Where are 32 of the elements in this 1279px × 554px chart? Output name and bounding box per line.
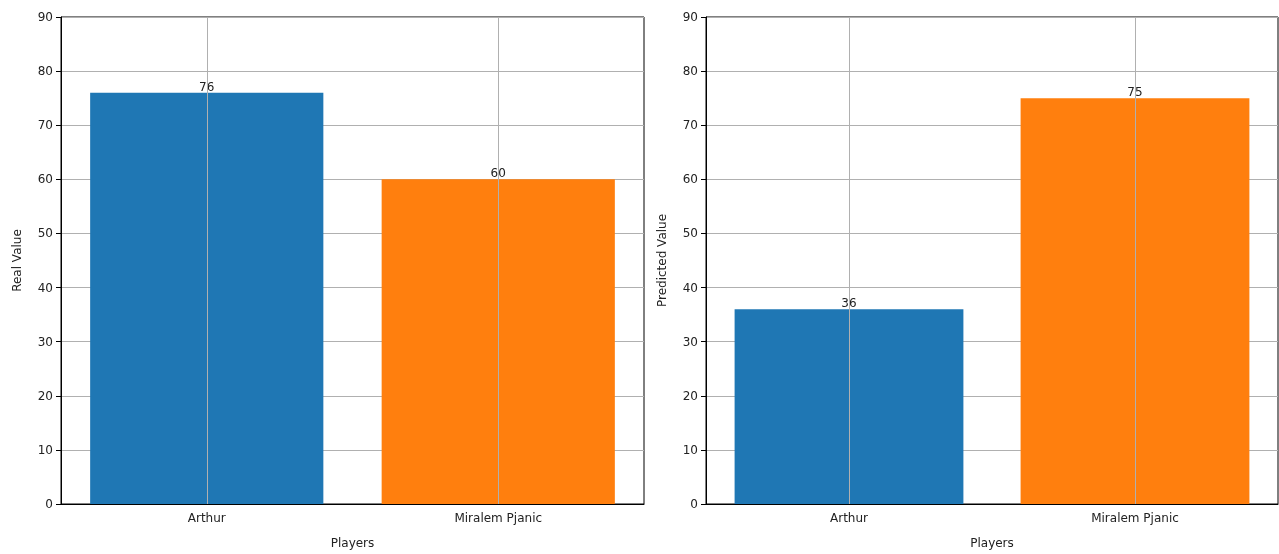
x-axis-title: Players xyxy=(970,536,1014,550)
y-tick-label: 20 xyxy=(37,388,53,403)
y-axis-title: Real Value xyxy=(10,229,24,292)
y-tick-label: 20 xyxy=(682,388,698,403)
y-tick-label: 80 xyxy=(37,64,53,79)
y-tick-label: 40 xyxy=(37,280,53,295)
data-label: 75 xyxy=(1127,85,1143,100)
y-tick-label: 60 xyxy=(682,172,698,187)
y-tick-label: 70 xyxy=(682,118,698,133)
x-tick-label: Arthur xyxy=(187,511,226,525)
y-tick-label: 50 xyxy=(37,226,53,241)
y-tick-label: 50 xyxy=(682,226,698,241)
x-tick-label: Miralem Pjanic xyxy=(1091,511,1179,525)
y-tick-label: 10 xyxy=(37,442,53,457)
x-axis-title: Players xyxy=(330,536,375,550)
y-tick-label: 10 xyxy=(682,442,698,457)
y-tick-label: 90 xyxy=(37,10,53,24)
y-tick-label: 0 xyxy=(45,497,53,511)
x-tick-label: Miralem Pjanic xyxy=(454,511,543,525)
y-tick-label: 30 xyxy=(37,334,53,349)
y-tick-label: 30 xyxy=(682,334,698,349)
y-axis-title: Predicted Value xyxy=(655,213,669,308)
y-tick-label: 80 xyxy=(682,64,698,79)
y-tick-label: 0 xyxy=(690,497,698,511)
x-tick-label: Arthur xyxy=(830,511,869,525)
data-label: 36 xyxy=(841,296,857,311)
y-tick-label: 90 xyxy=(682,10,698,24)
y-tick-label: 60 xyxy=(37,172,53,187)
y-tick-label: 40 xyxy=(682,280,698,295)
data-label: 60 xyxy=(490,166,506,181)
data-label: 76 xyxy=(199,79,215,94)
y-tick-label: 70 xyxy=(37,118,53,133)
